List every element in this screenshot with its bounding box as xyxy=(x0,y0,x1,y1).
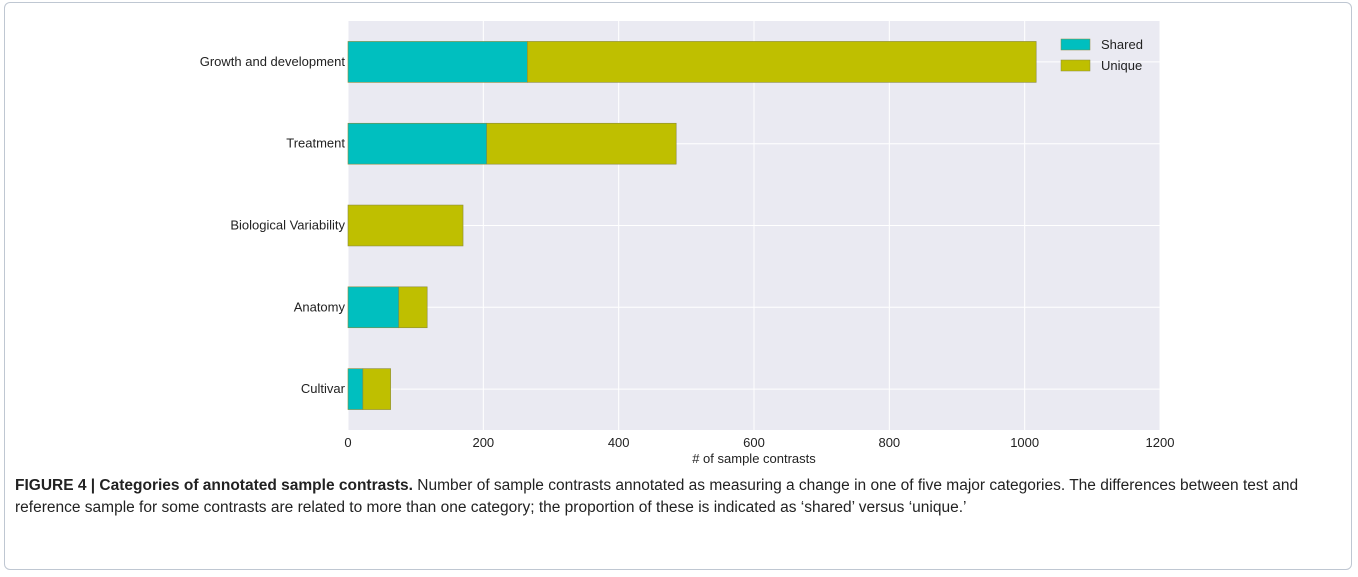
x-tick-label: 1000 xyxy=(1010,435,1039,450)
bar-unique xyxy=(527,41,1037,83)
bar-chart: Growth and development Treatment Biologica… xyxy=(200,21,1174,466)
y-tick-label: Anatomy xyxy=(294,299,346,314)
y-tick-labels: Growth and development Treatment Biologica… xyxy=(200,54,346,396)
legend-label-unique: Unique xyxy=(1101,58,1142,73)
legend-swatch-unique xyxy=(1060,59,1091,72)
bar-unique xyxy=(486,122,677,165)
bar-shared xyxy=(347,286,400,329)
x-tick-label: 200 xyxy=(472,435,494,450)
y-tick-label: Biological Variability xyxy=(230,218,345,233)
x-tick-labels: 0 200 400 600 800 1000 1200 xyxy=(344,435,1174,450)
x-axis-label: # of sample contrasts xyxy=(692,451,816,466)
y-tick-label: Growth and development xyxy=(200,54,346,69)
caption-title: FIGURE 4 | Categories of annotated sampl… xyxy=(15,477,413,494)
bar-shared xyxy=(347,122,488,165)
legend: Shared Unique xyxy=(1060,37,1143,73)
caption-text: Number of sample contrasts annotated as … xyxy=(15,477,1299,516)
x-tick-label: 1200 xyxy=(1146,435,1175,450)
x-tick-label: 400 xyxy=(608,435,630,450)
legend-label-shared: Shared xyxy=(1101,37,1143,52)
x-tick-label: 0 xyxy=(344,435,351,450)
x-tick-label: 600 xyxy=(743,435,765,450)
figure-caption: FIGURE 4 | Categories of annotated sampl… xyxy=(15,475,1335,519)
bars xyxy=(347,41,1037,410)
y-tick-label: Cultivar xyxy=(301,381,346,396)
x-tick-label: 800 xyxy=(878,435,900,450)
bar-shared xyxy=(347,41,528,83)
grid-lines xyxy=(347,21,1161,430)
bar-unique xyxy=(398,286,428,329)
bar-unique xyxy=(347,204,464,247)
bar-unique xyxy=(362,368,391,410)
bar-shared xyxy=(347,368,364,410)
legend-swatch-shared xyxy=(1060,38,1091,51)
y-tick-label: Treatment xyxy=(286,136,345,151)
